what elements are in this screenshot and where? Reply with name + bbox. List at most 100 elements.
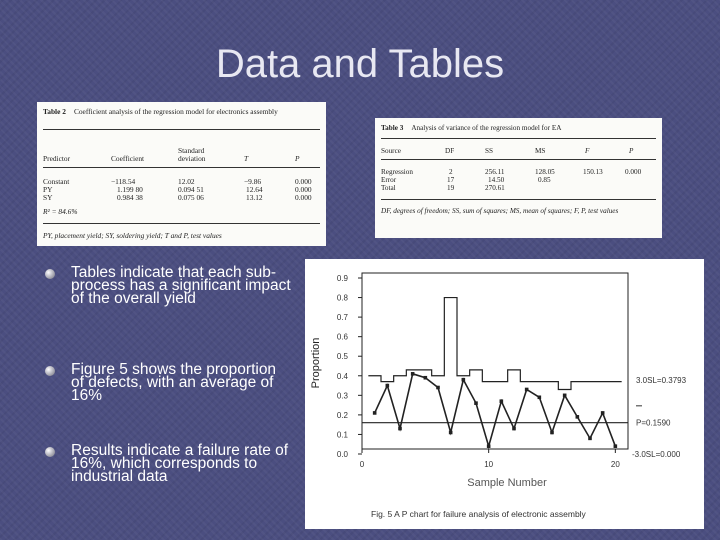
bullet-text: Results indicate a failure rate of 16%, … <box>71 442 289 485</box>
table-2-image: Table 2 Coefficient analysis of the regre… <box>37 102 326 246</box>
table-cell: SY <box>43 193 53 202</box>
y-tick-label: 0.6 <box>337 333 349 342</box>
table-cell: 128.05 <box>535 168 555 176</box>
y-tick-label: 0.9 <box>337 274 349 283</box>
data-point <box>588 436 592 441</box>
data-point <box>372 411 377 415</box>
y-tick-label: 0.1 <box>337 430 349 439</box>
lcl-label: -3.0SL=0.000 <box>632 450 681 459</box>
data-point <box>562 393 567 398</box>
column-header: P <box>629 147 634 155</box>
x-tick-label: 20 <box>611 460 620 469</box>
table-cell: −118.54 <box>111 177 136 186</box>
table-cell: Regression <box>381 168 413 176</box>
table-cell: 0.85 <box>538 176 551 184</box>
data-point <box>512 426 516 431</box>
r-squared: R² = 84.6% <box>43 207 78 216</box>
y-tick-label: 0.3 <box>337 391 349 400</box>
table-cell: 150.13 <box>583 168 603 176</box>
slide-title: Data and Tables <box>215 42 505 86</box>
table-cell: 0.984 38 <box>117 193 143 202</box>
column-header: Source <box>381 147 401 155</box>
table-cell: 2 <box>449 168 453 176</box>
table-cell: 19 <box>447 184 455 192</box>
divider <box>381 138 656 139</box>
data-point <box>474 401 478 405</box>
table-2-footnote: PY, placement yield; SY, soldering yield… <box>43 231 222 240</box>
data-point <box>385 383 390 388</box>
table-cell: 0.000 <box>295 193 312 202</box>
table-cell: 1.199 80 <box>117 185 143 194</box>
y-tick-label: 0.8 <box>337 294 349 303</box>
data-point <box>575 415 580 419</box>
table-cell: −9.86 <box>244 177 262 186</box>
table-cell: Total <box>381 184 396 192</box>
data-point <box>486 444 491 448</box>
column-header: P <box>295 154 300 163</box>
data-point <box>436 385 440 390</box>
table-3-image: Table 3 Analysis of variance of the regre… <box>375 118 662 238</box>
data-point <box>613 444 618 448</box>
y-tick-label: 0.4 <box>337 372 349 381</box>
data-point <box>600 411 605 415</box>
data-point <box>550 430 554 435</box>
data-point <box>410 372 415 376</box>
y-tick-label: 0.0 <box>337 450 349 459</box>
data-point <box>398 426 402 431</box>
proportion-series-line <box>373 372 617 450</box>
data-point <box>537 395 542 400</box>
table-cell: 12.02 <box>178 177 195 186</box>
data-point <box>499 399 504 403</box>
column-header: Coefficient <box>111 154 145 163</box>
ucl-step-line <box>368 296 622 391</box>
table-cell: 0.000 <box>295 185 312 194</box>
divider <box>43 167 320 168</box>
table-cell: 270.61 <box>485 184 505 192</box>
column-header: DF <box>445 147 455 155</box>
plot-frame <box>361 272 629 450</box>
bullet-icon <box>45 269 55 279</box>
bullet-icon <box>45 447 55 457</box>
y-tick-label: 0.5 <box>337 352 349 361</box>
table-cell: 17 <box>447 176 455 184</box>
table-3-footnote: DF, degrees of freedom; SS, sum of squar… <box>381 207 619 215</box>
y-tick-label: 0.2 <box>337 411 349 420</box>
table-2-caption-text: Coefficient analysis of the regression m… <box>73 107 278 116</box>
table-cell: Error <box>381 176 397 184</box>
table-cell: PY <box>43 185 53 194</box>
table-cell: 13.12 <box>246 193 263 202</box>
x-axis-label: Sample Number <box>467 477 547 489</box>
divider <box>381 159 656 160</box>
p-chart-svg: 0.0 0.1 0.2 0.3 0.4 0.5 0.6 0.7 0.8 0.9 0 10 20 Propo… <box>310 272 687 519</box>
table-cell: Constant <box>43 177 70 186</box>
table-cell: 0.000 <box>295 177 312 186</box>
bullet-text: Tables indicate that each sub-process ha… <box>71 264 291 307</box>
y-tick-label: 0.7 <box>337 313 349 322</box>
divider <box>43 223 320 224</box>
data-point <box>448 430 453 435</box>
column-header: F <box>585 147 590 155</box>
data-point <box>524 387 529 392</box>
table-3-label: Table 3 <box>381 124 404 132</box>
table-cell: 0.000 <box>625 168 642 176</box>
table-cell: 12.64 <box>246 185 263 194</box>
column-header: SS <box>485 147 493 155</box>
table-3-caption-text: Analysis of variance of the regression m… <box>411 124 562 132</box>
table-2-caption: Table 2 Coefficient analysis of the regre… <box>43 107 321 116</box>
y-axis-label: Proportion <box>310 338 322 389</box>
column-header: MS <box>535 147 546 155</box>
p-chart: 0.0 0.1 0.2 0.3 0.4 0.5 0.6 0.7 0.8 0.9 0 10 20 Propo… <box>305 259 704 529</box>
table-cell: 0.075 06 <box>178 193 204 202</box>
data-point <box>461 377 466 382</box>
column-header: Predictor <box>43 154 71 163</box>
data-point <box>423 375 428 380</box>
x-tick-label: 10 <box>484 460 493 469</box>
bullet-text: Figure 5 shows the proportion of defects… <box>71 361 277 404</box>
center-label: P=0.1590 <box>636 419 671 428</box>
table-3-caption: Table 3 Analysis of variance of the regre… <box>381 124 659 133</box>
column-header: Standard deviation <box>178 146 206 163</box>
x-tick-label: 0 <box>360 460 365 469</box>
table-cell: 256.11 <box>485 168 505 176</box>
ucl-label: 3.0SL=0.3793 <box>636 376 687 385</box>
divider <box>43 129 320 130</box>
